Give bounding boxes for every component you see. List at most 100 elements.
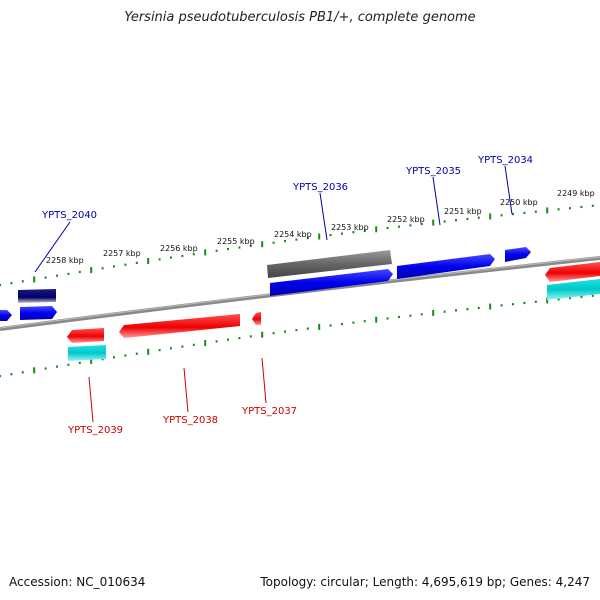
- top-scale-minor-tick: [249, 244, 252, 247]
- bottom-scale-minor-tick: [249, 335, 252, 338]
- gene-label-ypts-2036[interactable]: YPTS_2036: [292, 182, 348, 193]
- top-scale-major-tick: [204, 249, 207, 256]
- bottom-scale-minor-tick: [158, 349, 161, 352]
- leader-ypts-2037: [261, 357, 267, 404]
- gene-arrow-ypts-2039[interactable]: [67, 328, 104, 343]
- gene-arrow-ypts-2038[interactable]: [119, 314, 240, 338]
- top-scale-major-tick: [33, 276, 36, 283]
- top-scale-minor-tick: [557, 208, 560, 211]
- bottom-scale-minor-tick: [113, 356, 115, 359]
- top-scale-minor-tick: [306, 237, 309, 240]
- scale-label-2252: 2252 kbp: [387, 215, 425, 224]
- bottom-scale-minor-tick: [10, 373, 13, 376]
- bottom-scale-minor-tick: [67, 363, 70, 366]
- bottom-scale-minor-tick: [295, 329, 298, 332]
- feature-bar-right-cds[interactable]: [547, 279, 600, 300]
- top-scale-minor-tick: [363, 229, 366, 232]
- scale-label-2249: 2249 kbp: [557, 189, 595, 198]
- top-scale-minor-tick: [591, 204, 594, 207]
- bottom-scale-minor-tick: [192, 343, 195, 346]
- bottom-scale-minor-tick: [238, 337, 241, 340]
- bottom-scale-major-tick: [147, 348, 150, 355]
- bottom-scale-minor-tick: [420, 313, 423, 316]
- bottom-scale-minor-tick: [523, 301, 526, 305]
- feature-bar-ypts-2040[interactable]: [18, 289, 56, 303]
- gene-label-ypts-2039[interactable]: YPTS_2039: [67, 425, 123, 436]
- top-scale-minor-tick: [386, 226, 389, 230]
- gene-label-ypts-2034[interactable]: YPTS_2034: [477, 155, 533, 166]
- top-scale-minor-tick: [67, 272, 70, 275]
- gene-arrow-ypts-2035[interactable]: [397, 254, 495, 279]
- bottom-scale-minor-tick: [512, 303, 514, 306]
- bottom-scale-minor-tick: [284, 330, 286, 333]
- top-scale-minor-tick: [341, 232, 343, 235]
- feature-bar-ypts-2036[interactable]: [267, 250, 392, 278]
- top-scale-minor-tick: [398, 225, 400, 228]
- top-scale-minor-tick: [135, 261, 138, 264]
- top-scale-minor-tick: [227, 248, 229, 251]
- top-scale-minor-tick: [78, 270, 81, 274]
- bottom-scale-minor-tick: [227, 338, 229, 341]
- top-scale-major-tick: [90, 267, 93, 274]
- top-scale-minor-tick: [158, 258, 161, 261]
- top-scale-major-tick: [546, 207, 549, 214]
- gene-arrow-ypts-2040[interactable]: [20, 306, 57, 320]
- bottom-scale-minor-tick: [56, 365, 58, 368]
- top-scale-minor-tick: [238, 246, 241, 249]
- topology-summary: Topology: circular; Length: 4,695,619 bp…: [260, 575, 590, 589]
- accession-text: Accession: NC_010634: [9, 575, 146, 589]
- top-scale-minor-tick: [113, 265, 115, 268]
- feature-bar-ypts-2039[interactable]: [68, 345, 106, 361]
- top-scale-minor-tick: [534, 210, 537, 213]
- top-scale-minor-tick: [477, 216, 480, 219]
- scale-label-2251: 2251 kbp: [444, 207, 482, 216]
- top-scale-minor-tick: [215, 249, 218, 252]
- forward-strand-genes: [0, 247, 531, 321]
- bottom-scale-minor-tick: [398, 315, 400, 319]
- bottom-scale-minor-tick: [181, 345, 184, 348]
- top-scale-minor-tick: [272, 241, 275, 244]
- top-scale-minor-tick: [523, 211, 526, 214]
- gene-arrow-left-edge[interactable]: [0, 310, 12, 321]
- bottom-scale-minor-tick: [44, 367, 47, 370]
- top-scale-major-tick: [375, 226, 378, 233]
- scale-label-2250: 2250 kbp: [500, 198, 538, 207]
- top-scale-minor-tick: [420, 222, 423, 226]
- top-scale-major-tick: [489, 213, 492, 220]
- top-scale-minor-tick: [443, 220, 446, 223]
- bottom-scale-minor-tick: [215, 340, 218, 343]
- bottom-scale-minor-tick: [352, 321, 355, 324]
- bottom-scale-minor-tick: [170, 347, 172, 350]
- bottom-scale-minor-tick: [135, 352, 138, 355]
- bottom-scale-minor-tick: [557, 298, 560, 301]
- bottom-scale-minor-tick: [569, 297, 571, 300]
- gene-label-ypts-2037[interactable]: YPTS_2037: [241, 406, 297, 417]
- gene-arrow-ypts-2036[interactable]: [270, 269, 393, 296]
- scale-label-2253: 2253 kbp: [331, 223, 369, 232]
- gene-arrow-ypts-2034[interactable]: [505, 247, 531, 262]
- gene-label-ypts-2038[interactable]: YPTS_2038: [162, 415, 218, 426]
- top-scale-minor-tick: [295, 238, 298, 241]
- top-scale-minor-tick: [44, 276, 47, 279]
- feature-bars: [18, 250, 600, 361]
- reverse-strand-genes: [67, 262, 600, 343]
- leader-ypts-2040: [34, 221, 71, 273]
- gene-label-ypts-2035[interactable]: YPTS_2035: [405, 166, 461, 177]
- bottom-scale-minor-tick: [78, 361, 81, 364]
- leader-ypts-2039: [88, 376, 94, 423]
- bottom-scale-minor-tick: [500, 304, 503, 307]
- top-scale-minor-tick: [181, 254, 184, 257]
- bottom-scale-major-tick: [318, 323, 321, 330]
- gene-arrow-right-edge[interactable]: [545, 262, 600, 282]
- gene-arrow-ypts-2037[interactable]: [252, 312, 261, 325]
- gene-label-ypts-2040[interactable]: YPTS_2040: [41, 210, 97, 221]
- top-scale-minor-tick: [500, 214, 503, 217]
- scale-label-2255: 2255 kbp: [217, 237, 255, 246]
- bottom-scale-major-tick: [261, 331, 264, 338]
- top-scale-minor-tick: [512, 213, 514, 216]
- top-scale-minor-tick: [21, 280, 24, 283]
- bottom-scale-major-tick: [432, 309, 435, 316]
- top-scale-minor-tick: [56, 274, 58, 277]
- scale-label-2258: 2258 kbp: [46, 256, 84, 265]
